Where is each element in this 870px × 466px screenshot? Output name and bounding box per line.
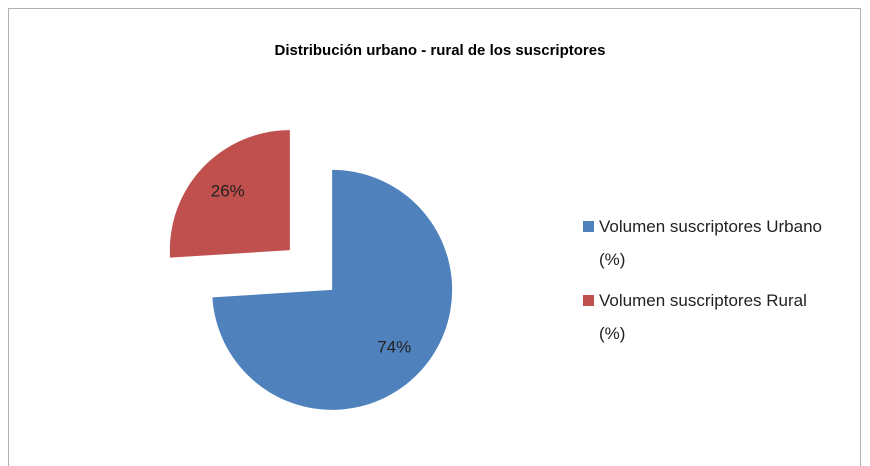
legend-entry: Volumen suscriptores Urbano (%): [583, 210, 823, 276]
legend-label: Volumen suscriptores Urbano (%): [599, 217, 823, 269]
legend-entry: Volumen suscriptores Rural (%): [583, 284, 823, 350]
pie-slice: [212, 169, 453, 410]
legend-swatch: [583, 295, 594, 306]
legend-label: Volumen suscriptores Rural (%): [599, 291, 807, 343]
chart-title: Distribución urbano - rural de los suscr…: [275, 42, 606, 59]
data-label: 26%: [211, 181, 245, 200]
legend-swatch: [583, 221, 594, 232]
data-label: 74%: [377, 338, 411, 357]
legend: Volumen suscriptores Urbano (%) Volumen s…: [583, 210, 823, 358]
pie-slice: [169, 130, 290, 258]
